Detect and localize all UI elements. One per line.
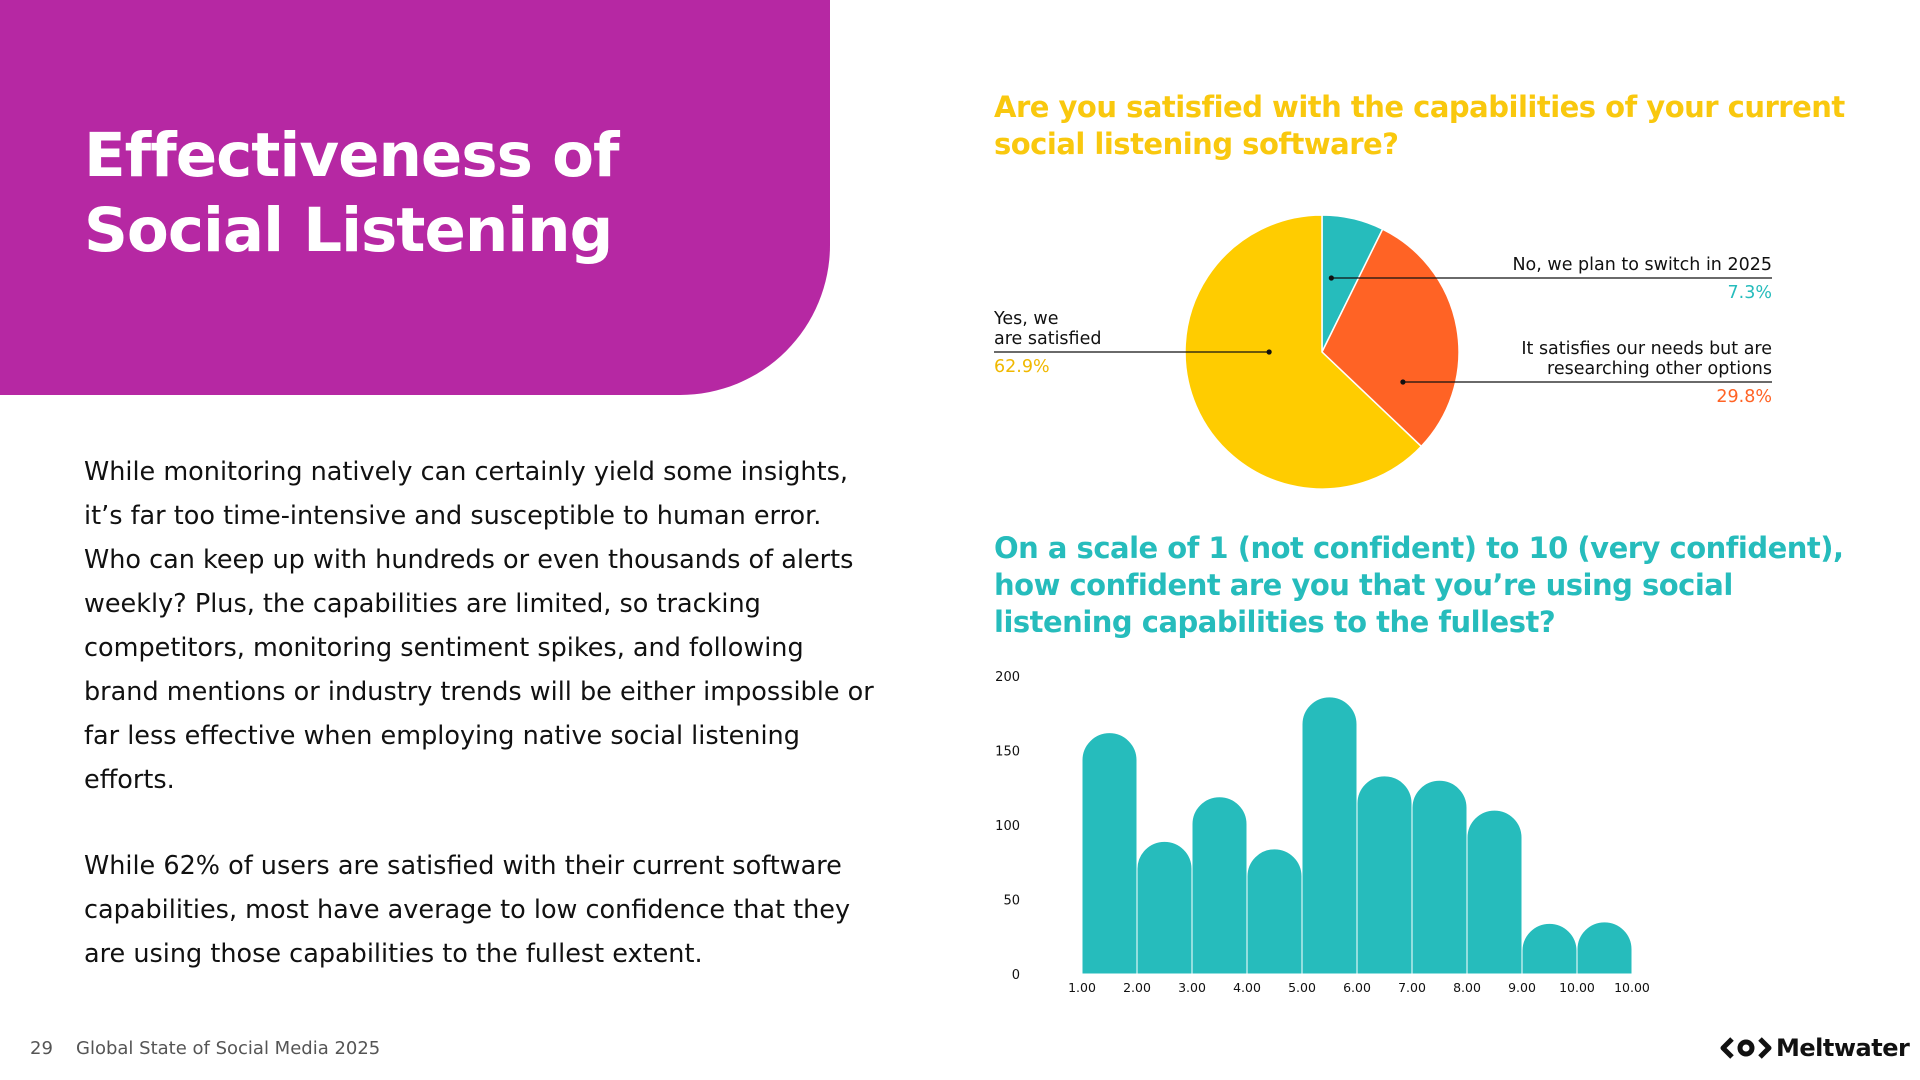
x-tick-label: 4.00 [1233, 980, 1261, 995]
pie-leader-dot-3 [1266, 349, 1272, 355]
pie-label-1-line-1: No, we plan to switch in 2025 [1512, 255, 1772, 275]
pie-leader-dot-2 [1400, 379, 1406, 385]
histogram-bar-1 [1081, 732, 1138, 975]
pie-slice-1 [1321, 214, 1384, 353]
pie-label-2-line-1: It satisfies our needs but are [1521, 339, 1772, 359]
x-tick-label: 9.00 [1508, 980, 1536, 995]
histogram-bar-8 [1466, 809, 1523, 975]
y-tick-label: 100 [995, 819, 1020, 834]
x-tick-label: 6.00 [1343, 980, 1371, 995]
y-tick-label: 50 [1003, 894, 1020, 909]
x-tick-label: 10.00 [1559, 980, 1595, 995]
pie-value-1: 7.3% [1728, 283, 1772, 303]
x-tick-label: 8.00 [1453, 980, 1481, 995]
title-banner: Effectiveness of Social Listening [0, 0, 830, 395]
body-text: While monitoring natively can certainly … [84, 450, 874, 976]
page-title-text: Effectiveness of Social Listening [84, 120, 620, 266]
pie-label-2-line-2: researching other options [1547, 359, 1772, 379]
y-tick-label: 200 [995, 670, 1020, 685]
meltwater-logo: Meltwater [1720, 1034, 1910, 1062]
histogram-bar-6 [1356, 775, 1413, 975]
x-tick-label: 2.00 [1123, 980, 1151, 995]
histogram-bar-5 [1301, 696, 1358, 975]
histogram-question: On a scale of 1 (not confident) to 10 (v… [994, 531, 1844, 639]
x-tick-label: 1.00 [1068, 980, 1096, 995]
histogram-bar-9 [1521, 922, 1578, 975]
meltwater-logo-icon [1720, 1037, 1772, 1059]
pie-value-3: 62.9% [994, 357, 1050, 377]
pie-chart-question: Are you satisfied with the capabilities … [994, 90, 1845, 161]
x-tick-label: 5.00 [1288, 980, 1316, 995]
pie-value-2: 29.8% [1716, 387, 1772, 407]
page-title: Effectiveness of Social Listening [84, 118, 830, 268]
histogram-bar-7 [1411, 779, 1468, 975]
pie-slice-2 [1321, 228, 1460, 448]
x-tick-label: 10.00 [1614, 980, 1650, 995]
y-tick-label: 150 [995, 745, 1020, 760]
pie-slice-3 [1184, 214, 1423, 490]
page-number: 29 [30, 1038, 53, 1059]
histogram-bar-4 [1246, 848, 1303, 975]
x-tick-label: 3.00 [1178, 980, 1206, 995]
histogram-bar-2 [1136, 840, 1193, 975]
brand-name: Meltwater [1776, 1034, 1910, 1062]
y-tick-label: 0 [1012, 968, 1020, 983]
body-paragraph-1: While monitoring natively can certainly … [84, 457, 874, 795]
histogram-bar-3 [1191, 796, 1248, 975]
x-tick-label: 7.00 [1398, 980, 1426, 995]
body-paragraph-2: While 62% of users are satisfied with th… [84, 851, 851, 969]
histogram-bar-10 [1576, 921, 1633, 975]
pie-leader-dot-1 [1328, 275, 1334, 281]
report-title: Global State of Social Media 2025 [76, 1038, 381, 1059]
pie-label-3-line-1: Yes, we [993, 309, 1058, 329]
pie-label-3-line-2: are satisfied [994, 329, 1101, 349]
